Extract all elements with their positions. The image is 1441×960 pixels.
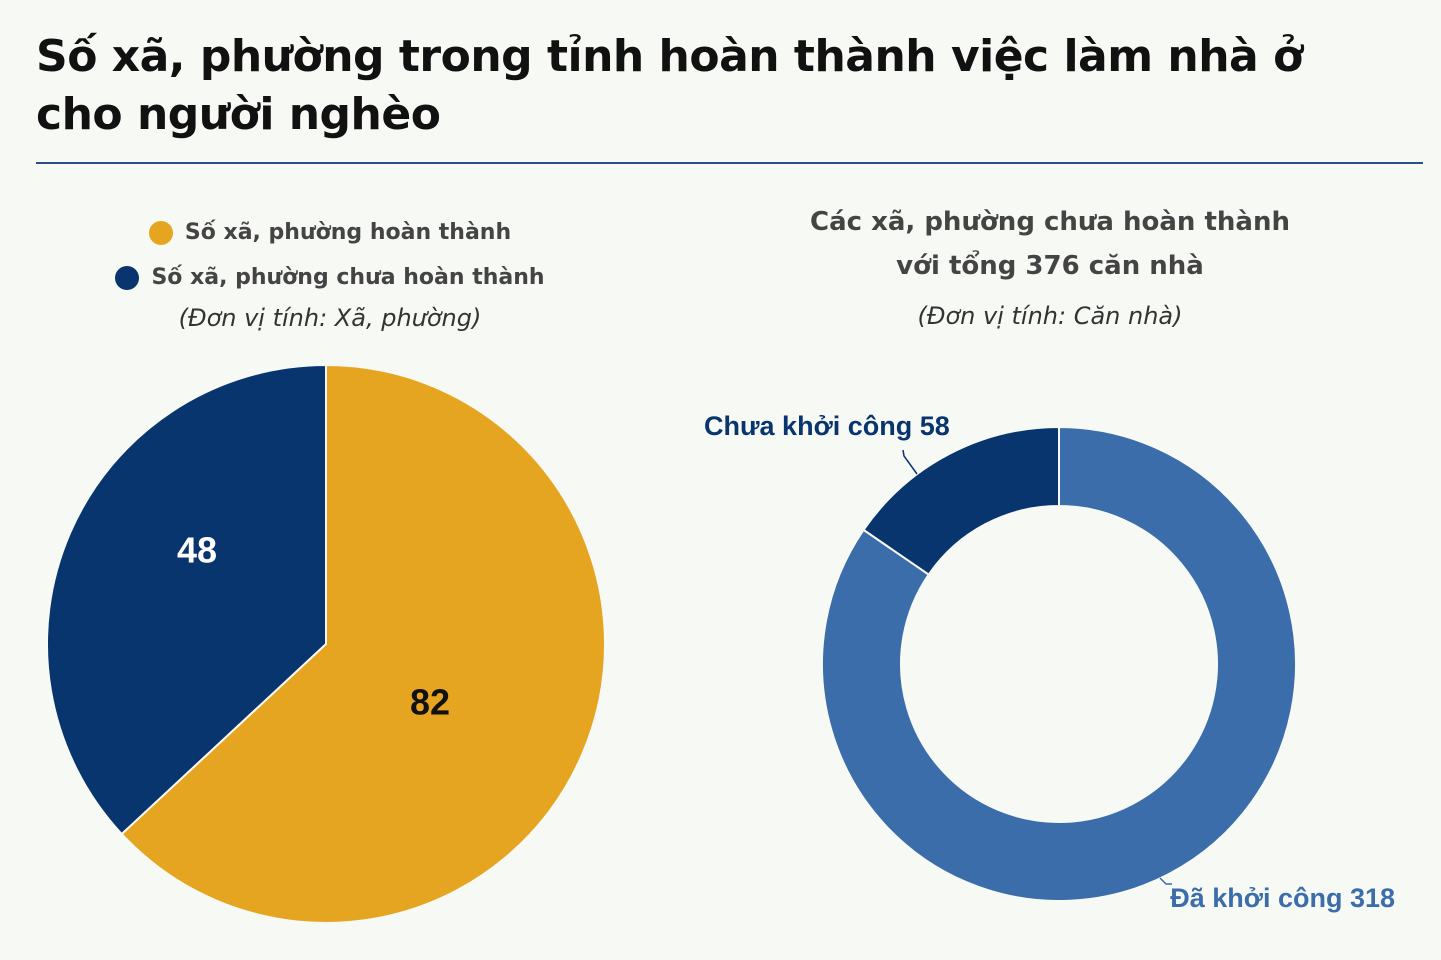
page-title: Số xã, phường trong tỉnh hoàn thành việc… bbox=[36, 31, 1303, 140]
donut-title-line1: Các xã, phường chưa hoàn thành bbox=[809, 207, 1290, 237]
donut-leader-0 bbox=[1159, 877, 1172, 885]
donut-title: Các xã, phường chưa hoàn thành với tổng … bbox=[740, 200, 1360, 288]
donut-leader-1 bbox=[902, 449, 918, 475]
pie-legend: Số xã, phường hoàn thành Số xã, phường c… bbox=[80, 210, 580, 332]
pie-unit: (Đơn vị tính: Xã, phường) bbox=[178, 304, 482, 332]
legend-swatch-incomplete bbox=[115, 265, 140, 290]
legend-label-completed: Số xã, phường hoàn thành bbox=[184, 220, 512, 245]
donut-slice-0 bbox=[821, 425, 1297, 902]
pie-slice-1 bbox=[46, 363, 327, 836]
legend-swatch-completed bbox=[148, 220, 173, 245]
donut-label-0: Đã khởi công 318 bbox=[1170, 883, 1395, 913]
legend-item-incomplete: Số xã, phường chưa hoàn thành bbox=[80, 255, 580, 300]
donut-unit: (Đơn vị tính: Căn nhà) bbox=[917, 302, 1183, 330]
donut-label-1: Chưa khởi công 58 bbox=[704, 411, 950, 441]
pie-slice-0 bbox=[120, 363, 606, 924]
title-divider bbox=[36, 162, 1423, 164]
pie-label-0: 82 bbox=[410, 682, 450, 723]
legend-label-incomplete: Số xã, phường chưa hoàn thành bbox=[151, 265, 545, 290]
pie-label-1: 48 bbox=[177, 530, 217, 571]
donut-slice-1 bbox=[862, 425, 1060, 576]
legend-item-completed: Số xã, phường hoàn thành bbox=[80, 210, 580, 255]
donut-title-line2: với tổng 376 căn nhà bbox=[896, 251, 1204, 281]
